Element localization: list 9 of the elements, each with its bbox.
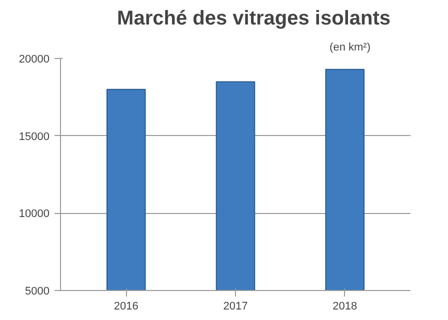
y-tick-label: 5000 <box>25 286 50 298</box>
y-tick-label: 20000 <box>18 54 50 66</box>
x-tick-label: 2018 <box>332 300 358 312</box>
chart-subtitle: (en km²) <box>330 42 371 54</box>
x-tick-label: 2017 <box>223 300 248 312</box>
x-tick-label: 2016 <box>114 300 138 312</box>
y-tick-label: 15000 <box>18 130 50 143</box>
y-tick-label: 10000 <box>18 208 50 220</box>
chart-title: Marché des vitrages isolants <box>117 8 391 30</box>
